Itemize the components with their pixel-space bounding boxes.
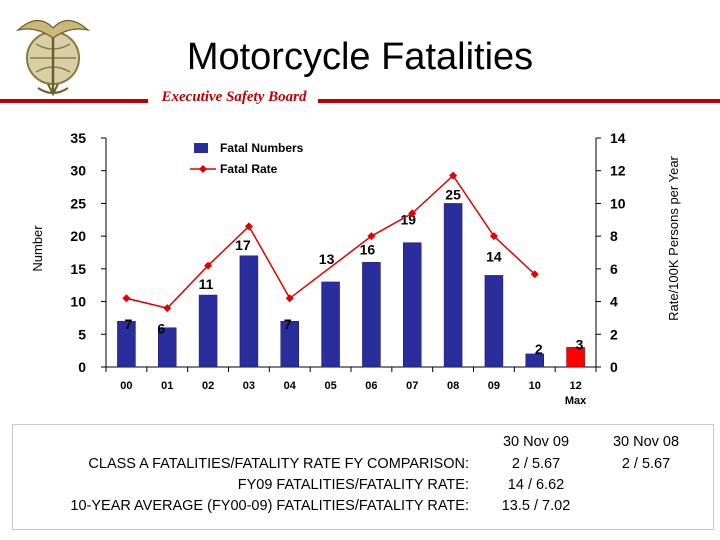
col2-header: 30 Nov 08 [612,434,680,450]
fatal-rate-point [163,304,172,313]
x-tick-label: 08 [447,380,459,392]
eagle-globe-anchor-emblem-icon [15,19,91,96]
subtitle: Executive Safety Board [161,89,307,105]
x-tick-label: 01 [161,380,173,392]
bar-09 [484,275,504,368]
legend-marker-rate [199,165,207,173]
bar-06 [362,262,381,368]
col2-value-comparison: 2 / 5.67 [621,456,671,472]
table-row-label-comparison: CLASS A FATALITIES/FATALITY RATE FY COMP… [88,456,469,472]
x-tick-label: 12 [569,380,581,392]
bar-value-label: 14 [486,248,502,264]
page-title: Motorcycle Fatalities [186,36,534,78]
y-axis-title-left: Number [30,225,45,272]
bar-value-label: 11 [199,276,214,292]
right-tick-label: 6 [610,261,618,277]
bar-value-label: 6 [157,321,165,337]
x-tick-label: 10 [529,380,541,392]
fatal-rate-point [244,222,253,231]
left-tick-label: 30 [70,163,86,179]
col1-value-fy09: 14 / 6.62 [507,477,565,493]
bar-07 [403,242,422,368]
right-tick-label: 0 [610,359,618,375]
title-rule-left [0,99,148,103]
fatal-rate-line [126,174,536,309]
fatal-rate-point [530,270,539,279]
fatal-rate-point [408,209,417,218]
fatal-rate-point [122,294,131,303]
table-row-label-10yr-average: 10-YEAR AVERAGE (FY00-09) FATALITIES/FAT… [70,498,469,514]
x-tick-label: 05 [324,380,336,392]
fatal-rate-point [449,171,458,180]
x-tick-label: 04 [284,380,297,392]
right-tick-label: 14 [610,130,626,146]
fatal-rate-point [489,232,498,241]
col1-value-10yr-average: 13.5 / 7.02 [501,498,571,514]
title-rule-right [318,99,720,103]
x-tick-label: 07 [406,380,418,392]
left-tick-label: 0 [78,359,86,375]
fatal-rate-point [285,294,294,303]
col1-value-comparison: 2 / 5.67 [511,456,561,472]
comparison-table: CLASS A FATALITIES/FATALITY RATE FY COMP… [12,424,714,530]
x-tick-label: 06 [365,380,377,392]
bar-12 [566,347,585,368]
bar-value-label: 13 [319,251,335,267]
bar-value-label: 7 [284,316,292,332]
right-tick-label: 8 [610,228,618,244]
bar-value-label: 7 [125,316,133,332]
table-row-label-fy09: FY09 FATALITIES/FATALITY RATE: [237,477,469,493]
bar-value-label: 17 [235,237,251,253]
legend-label-rate: Fatal Rate [220,162,278,176]
legend-swatch-numbers [194,143,208,153]
left-tick-label: 25 [70,195,86,211]
x-tick-label: 09 [488,380,500,392]
left-tick-label: 15 [70,261,86,277]
left-tick-label: 20 [70,228,86,244]
bar-value-label: 3 [576,336,584,352]
col1-header: 30 Nov 09 [502,434,570,450]
fatal-rate-point [204,261,213,270]
left-tick-label: 35 [70,130,86,146]
bar-01 [158,327,177,368]
right-tick-label: 10 [610,195,626,211]
left-tick-label: 5 [78,326,86,342]
x-tick-label: 00 [120,380,132,392]
bar-02 [198,294,218,368]
bar-00 [117,320,136,368]
x-tick-label: 03 [243,380,255,392]
right-tick-label: 12 [610,163,626,179]
bar-08 [443,203,463,368]
bar-04 [280,320,299,368]
bar-value-label: 16 [360,241,376,257]
bar-value-label: 25 [445,186,461,202]
x-tick-label: 02 [202,380,214,392]
fatal-rate-point [367,232,376,241]
x-extra-label: Max [565,395,587,407]
bar-03 [239,255,259,368]
legend-label-numbers: Fatal Numbers [220,141,304,155]
bar-05 [321,281,340,368]
y-axis-title-right: Rate/100K Persons per Year [666,155,681,320]
bar-value-label: 2 [535,341,543,357]
bar-10 [525,353,544,368]
left-tick-label: 10 [70,294,86,310]
right-tick-label: 4 [610,294,618,310]
right-tick-label: 2 [610,326,618,342]
